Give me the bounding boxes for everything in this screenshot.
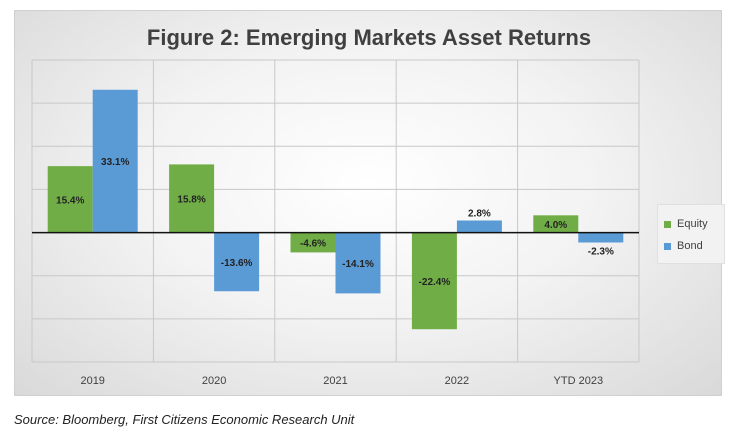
legend-item-bond: Bond (664, 235, 718, 257)
bar-bond-0 (92, 89, 138, 233)
x-tick-label: 2021 (323, 375, 347, 387)
data-label: 15.8% (177, 194, 205, 205)
x-tick-label: YTD 2023 (554, 375, 604, 387)
legend-item-equity: Equity (664, 213, 718, 235)
legend: Equity Bond (657, 204, 725, 264)
data-label: 15.4% (56, 195, 84, 206)
legend-swatch-bond (664, 242, 671, 250)
data-label: 33.1% (101, 157, 129, 168)
data-label: -14.1% (342, 259, 374, 270)
legend-swatch-equity (664, 220, 671, 228)
data-label: -2.3% (588, 246, 614, 257)
data-label: 4.0% (544, 220, 567, 231)
data-label: -13.6% (221, 258, 253, 269)
bar-equity-2 (290, 232, 336, 253)
source-note: Source: Bloomberg, First Citizens Econom… (14, 412, 355, 427)
bar-bond-2 (335, 232, 381, 294)
chart-frame: Figure 2: Emerging Markets Asset Returns… (14, 10, 725, 396)
data-label: -4.6% (300, 238, 326, 249)
legend-label-equity: Equity (677, 218, 708, 230)
bar-bond-1 (214, 232, 260, 292)
x-tick-label: 2019 (80, 375, 104, 387)
data-label: -22.4% (419, 277, 451, 288)
bar-equity-4 (533, 215, 579, 233)
bar-equity-1 (169, 164, 215, 233)
bar-bond-3 (456, 220, 502, 233)
x-tick-label: 2022 (445, 375, 469, 387)
legend-label-bond: Bond (677, 240, 703, 252)
chart-title: Figure 2: Emerging Markets Asset Returns (146, 25, 592, 50)
bar-bond-4 (578, 232, 624, 243)
data-label: 2.8% (468, 208, 491, 219)
plot-area: 15.4% 33.1% 2019 15.8% -13.6% 2020 -4.6% -14.1%… (31, 59, 640, 387)
x-tick-label: 2020 (202, 375, 226, 387)
bar-equity-0 (47, 166, 93, 233)
bar-equity-3 (411, 232, 457, 330)
